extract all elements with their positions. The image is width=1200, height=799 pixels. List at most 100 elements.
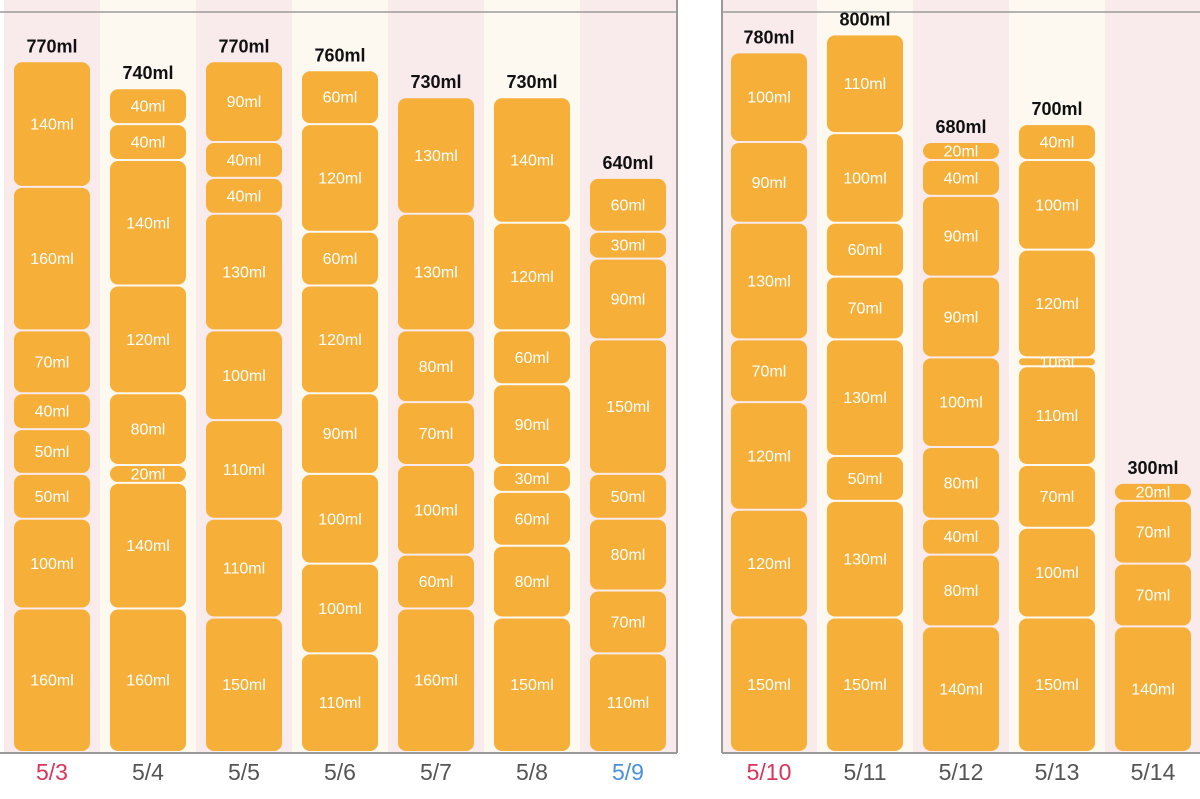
segment-label: 70ml <box>611 614 646 631</box>
bar-segment <box>827 35 903 133</box>
bar-segment <box>590 178 666 231</box>
bar-segment <box>206 62 282 142</box>
bar-segment <box>110 609 186 751</box>
bar-segment <box>1019 618 1095 751</box>
date-label: 5/7 <box>420 759 452 785</box>
bar-segment <box>827 618 903 751</box>
bar-segment <box>923 519 999 554</box>
bar-segment <box>398 465 474 554</box>
segment-label: 130ml <box>843 552 887 569</box>
bar-segment <box>398 98 474 213</box>
segment-label: 80ml <box>131 422 166 439</box>
bar-segment <box>110 483 186 608</box>
bar-segment <box>14 187 90 330</box>
bar-segment <box>827 456 903 500</box>
bar-stack-5-12: 140ml 80ml 40ml 80ml 100ml 90ml 90ml 40ml 20ml 68… <box>923 117 999 751</box>
bar-stack-5-7: 160ml 60ml 100ml 70ml 80ml 130ml 130ml 730ml <box>398 72 474 751</box>
segment-label: 20ml <box>944 144 979 161</box>
total-label: 770ml <box>26 36 77 56</box>
bar-segment <box>494 223 570 330</box>
segment-label: 120ml <box>747 448 791 465</box>
segment-label: 40ml <box>944 529 979 546</box>
bar-segment <box>1019 367 1095 464</box>
segment-label: 50ml <box>35 489 70 506</box>
bar-segment <box>590 654 666 751</box>
segment-label: 140ml <box>126 538 170 555</box>
segment-label: 50ml <box>35 444 70 461</box>
bar-segment <box>1019 528 1095 617</box>
bar-segment <box>398 214 474 330</box>
bar-segment <box>302 232 378 285</box>
segment-label: 70ml <box>419 426 454 443</box>
bar-segment <box>731 53 807 142</box>
segment-label: 130ml <box>414 265 458 282</box>
bar-segment <box>398 331 474 402</box>
segment-label: 70ml <box>35 354 70 371</box>
segment-label: 30ml <box>611 238 646 255</box>
chart-panel-2: 150ml 120ml 120ml 70ml 130ml 90ml 100ml 780ml 5/… <box>721 0 1200 785</box>
segment-label: 150ml <box>606 399 650 416</box>
bar-segment <box>827 134 903 222</box>
bar-segment <box>302 564 378 653</box>
bar-segment <box>302 71 378 124</box>
segment-label: 140ml <box>30 117 74 134</box>
total-label: 780ml <box>743 27 794 47</box>
bar-segment <box>494 465 570 491</box>
bar-segment <box>923 160 999 195</box>
segment-label: 40ml <box>131 99 166 116</box>
segment-label: 10ml <box>1040 354 1075 371</box>
bar-segment <box>923 627 999 751</box>
segment-label: 60ml <box>323 90 358 107</box>
segment-label: 50ml <box>611 489 646 506</box>
segment-label: 80ml <box>611 547 646 564</box>
segment-label: 100ml <box>318 511 362 528</box>
bar-segment <box>731 223 807 339</box>
bar-segment <box>398 403 474 464</box>
segment-label: 130ml <box>747 274 791 291</box>
date-label: 5/11 <box>843 759 886 785</box>
segment-label: 50ml <box>848 471 883 488</box>
total-label: 700ml <box>1031 99 1082 119</box>
bar-segment <box>302 394 378 473</box>
date-label: 5/6 <box>324 759 356 785</box>
bar-segment <box>827 223 903 276</box>
date-label: 5/5 <box>228 759 260 785</box>
bar-segment <box>923 448 999 518</box>
segment-label: 100ml <box>1035 197 1079 214</box>
segment-label: 150ml <box>1035 677 1079 694</box>
total-label: 760ml <box>314 45 365 65</box>
segment-label: 110ml <box>319 695 361 712</box>
segment-label: 160ml <box>414 673 458 690</box>
bar-segment <box>590 519 666 590</box>
segment-label: 90ml <box>944 229 979 246</box>
bar-segment <box>1115 483 1191 500</box>
bar-stack-5-10: 150ml 120ml 120ml 70ml 130ml 90ml 100ml 780ml <box>731 27 807 751</box>
segment-label: 100ml <box>843 170 887 187</box>
bar-segment <box>731 340 807 402</box>
total-label: 740ml <box>122 63 173 83</box>
bar-segment <box>923 358 999 447</box>
segment-label: 20ml <box>1136 484 1171 501</box>
segment-label: 90ml <box>323 426 358 443</box>
segment-label: 150ml <box>747 677 791 694</box>
bar-segment <box>14 62 90 186</box>
segment-label: 40ml <box>131 135 166 152</box>
segment-label: 140ml <box>126 215 170 232</box>
bar-segment <box>206 178 282 213</box>
bar-segment <box>110 89 186 124</box>
bar-segment <box>731 510 807 617</box>
segment-label: 90ml <box>515 417 550 434</box>
segment-label: 60ml <box>419 574 454 591</box>
segment-label: 90ml <box>944 309 979 326</box>
bar-segment <box>494 618 570 751</box>
date-label: 5/4 <box>132 759 164 785</box>
segment-label: 100ml <box>1035 565 1079 582</box>
segment-label: 160ml <box>30 251 74 268</box>
bar-segment <box>1115 564 1191 626</box>
segment-label: 80ml <box>944 475 979 492</box>
segment-label: 160ml <box>126 673 170 690</box>
segment-label: 100ml <box>318 601 362 618</box>
bar-segment <box>110 394 186 464</box>
bar-stack-5-4: 160ml 140ml 20ml 80ml 120ml 140ml 40ml 40ml 740m… <box>110 63 186 751</box>
